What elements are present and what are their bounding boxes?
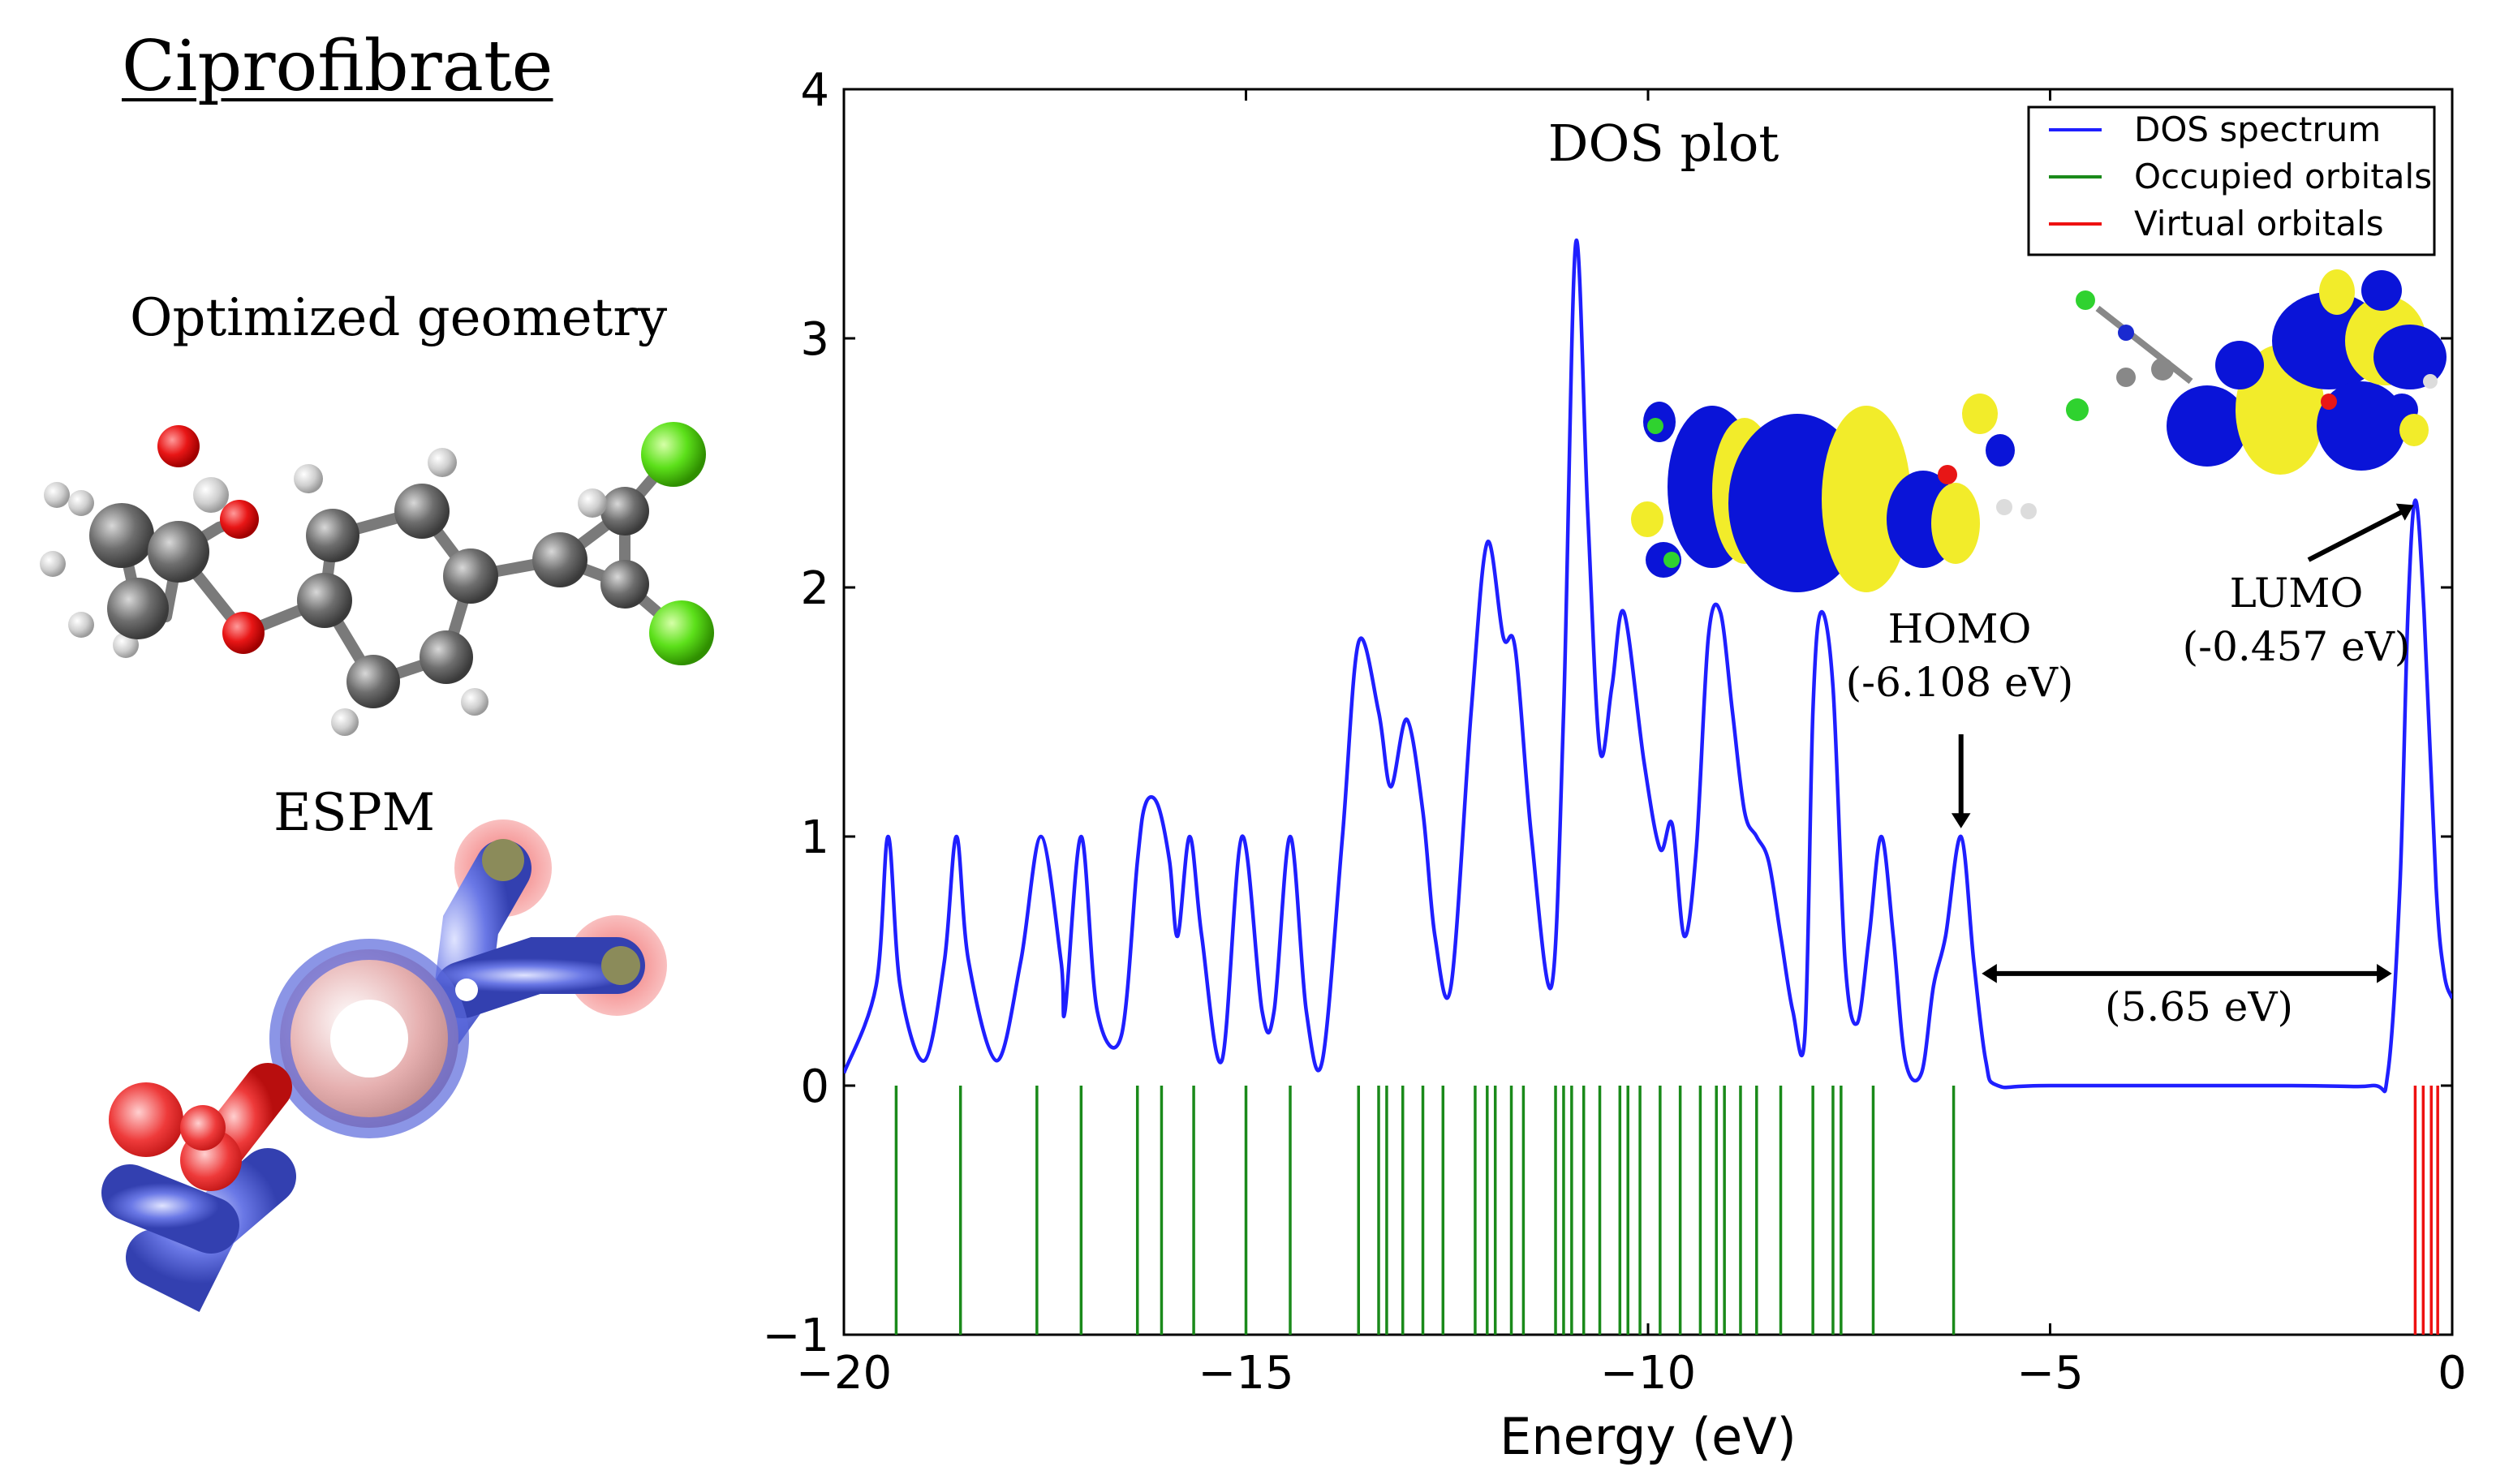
x-axis-label: Energy (eV) [1500,1407,1797,1466]
y-tick-label: −1 [762,1310,829,1362]
gap-label: (5.65 eV) [2105,983,2293,1030]
virtual-orbital-lines [2413,1086,2439,1335]
x-axis-ticks: −20 −15 −10 −5 0 [796,89,2467,1400]
legend: DOS spectrum Occupied orbitals Virtual orb… [2027,105,2436,256]
x-tick-label: −15 [1198,1347,1293,1400]
y-tick-label: 3 [800,313,829,366]
lumo-value: (-0.457 eV) [2183,623,2411,670]
espm-surface-image [101,819,667,1312]
x-tick-label: −20 [796,1347,892,1400]
legend-label: Occupied orbitals [2134,157,2432,196]
dos-spectrum-line [844,239,2452,1094]
compound-title: Ciprofibrate [122,26,553,107]
lumo-arrow [2307,507,2408,562]
chart-title: DOS plot [1548,114,1779,173]
homo-label: HOMO [1888,605,2032,652]
y-tick-label: 1 [800,811,829,864]
optimized-geometry-image [40,422,714,736]
plot-frame [842,88,2454,1336]
x-tick-label: 0 [2438,1347,2467,1400]
homo-value: (-6.108 eV) [1846,659,2074,706]
annotation-arrows [1951,503,2414,983]
gap-arrow-head-left [1982,964,1997,983]
geometry-caption: Optimized geometry [130,288,668,348]
y-tick-label: 0 [800,1060,829,1113]
y-tick-label: 4 [800,64,829,117]
homo-arrow-head [1951,813,1971,828]
legend-label: Virtual orbitals [2134,204,2384,243]
y-axis-ticks: −1 0 1 2 3 4 [762,64,2452,1362]
gap-arrow-head-right [2377,964,2392,983]
y-tick-label: 2 [800,562,829,615]
homo-orbital-image [1631,394,2037,592]
x-tick-label: −10 [1600,1347,1696,1400]
annotations: HOMO (-6.108 eV) LUMO (-0.457 eV) (5.65 … [1846,503,2414,1030]
lumo-label: LUMO [2230,570,2364,617]
x-tick-label: −5 [2016,1347,2084,1400]
occupied-orbital-lines [894,1086,1956,1335]
lumo-orbital-image [2066,269,2447,475]
espm-caption: ESPM [273,783,436,843]
legend-label: DOS spectrum [2134,110,2381,149]
lumo-arrow-head [2395,503,2414,521]
